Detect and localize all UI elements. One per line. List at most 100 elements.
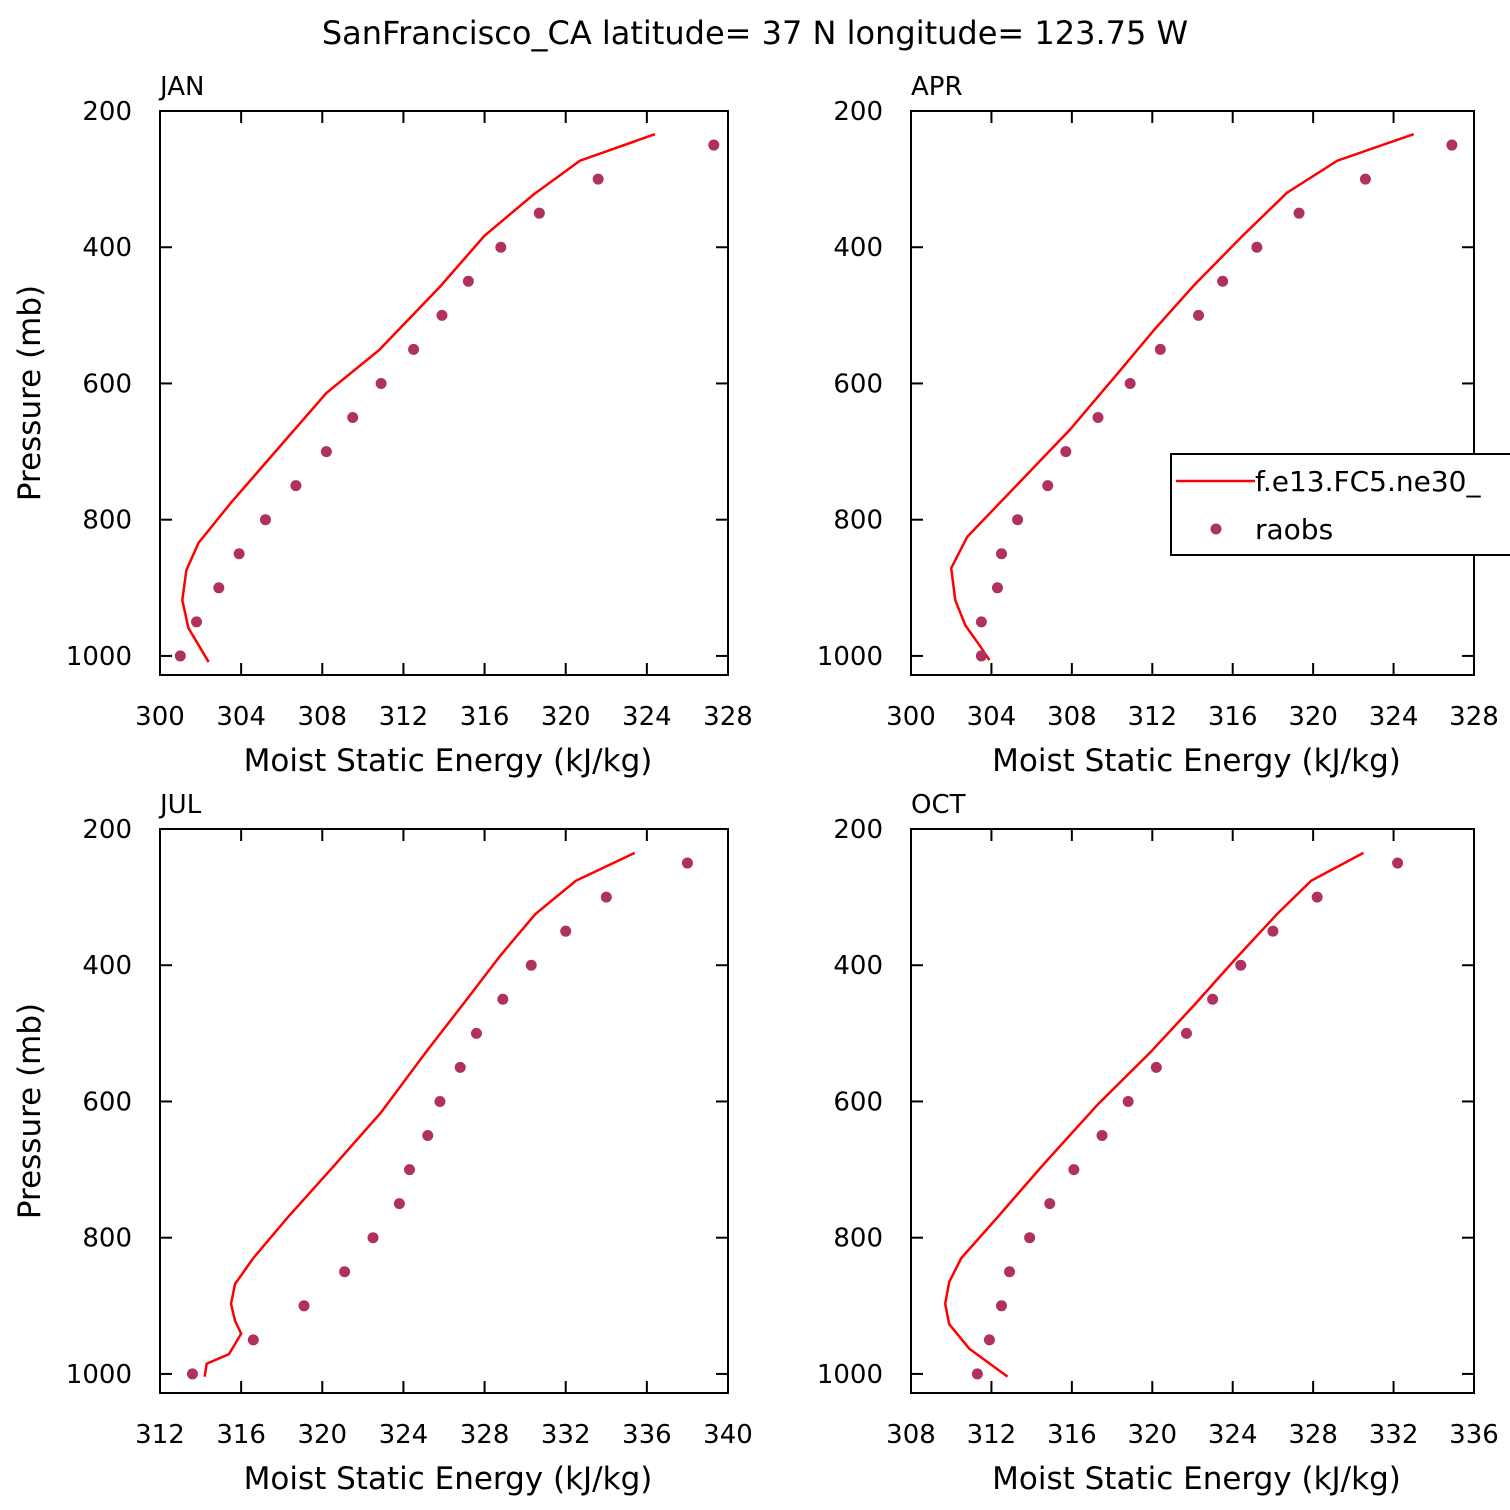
obs-dot xyxy=(1024,1232,1036,1244)
obs-dot xyxy=(995,1300,1007,1312)
y-tick-label: 400 xyxy=(833,951,883,981)
obs-dot xyxy=(436,309,448,321)
y-tick-label: 400 xyxy=(833,233,883,263)
obs-dot xyxy=(339,1266,351,1278)
figure-title: SanFrancisco_CA latitude= 37 N longitude… xyxy=(322,14,1188,52)
x-tick-label: 324 xyxy=(379,1420,429,1450)
obs-dot xyxy=(600,891,612,903)
x-tick-label: 316 xyxy=(1047,1420,1097,1450)
x-tick-label: 304 xyxy=(216,702,266,732)
plot-frame xyxy=(910,110,1475,676)
obs-dot xyxy=(975,616,987,628)
obs-dot xyxy=(560,925,572,937)
obs-dot xyxy=(191,616,203,628)
obs-dot xyxy=(462,275,474,287)
obs-dot xyxy=(1267,925,1279,937)
x-tick-label: 308 xyxy=(297,702,347,732)
x-tick-label: 336 xyxy=(622,1420,672,1450)
x-tick-label: 328 xyxy=(460,1420,510,1450)
obs-dot xyxy=(233,548,245,560)
obs-dot xyxy=(186,1368,198,1380)
x-tick-label: 328 xyxy=(1288,1420,1338,1450)
obs-dot xyxy=(1311,891,1323,903)
legend-dot xyxy=(1210,523,1222,535)
y-tick-label: 800 xyxy=(82,506,132,536)
model-line xyxy=(181,132,656,663)
y-tick-label: 800 xyxy=(82,1224,132,1254)
y-tick-label: 200 xyxy=(82,815,132,845)
x-tick-label: 332 xyxy=(541,1420,591,1450)
y-tick-label: 400 xyxy=(82,951,132,981)
x-tick-label: 336 xyxy=(1449,1420,1499,1450)
obs-dot xyxy=(975,650,987,662)
obs-dot xyxy=(1154,343,1166,355)
obs-dot xyxy=(1122,1095,1134,1107)
x-tick-label: 300 xyxy=(135,702,185,732)
x-tick-label: 308 xyxy=(886,1420,936,1450)
obs-dot xyxy=(1359,173,1371,185)
y-tick-label: 800 xyxy=(833,506,883,536)
obs-dot xyxy=(1217,275,1229,287)
legend-label: f.e13.FC5.ne30_ xyxy=(1255,465,1481,498)
obs-dot xyxy=(995,548,1007,560)
panel-title: JAN xyxy=(158,72,204,102)
plot-frame xyxy=(910,828,1475,1394)
y-tick-label: 600 xyxy=(82,369,132,399)
x-tick-label: 324 xyxy=(622,702,672,732)
obs-dot xyxy=(174,650,186,662)
x-axis-label: Moist Static Energy (kJ/kg) xyxy=(992,743,1401,779)
obs-dot xyxy=(422,1130,434,1142)
obs-dot xyxy=(1180,1027,1192,1039)
x-axis-label: Moist Static Energy (kJ/kg) xyxy=(992,1461,1401,1497)
panel: JAN 300 304 308 312 316 320 324 328 200 400 600 800 1… xyxy=(12,72,753,779)
obs-dot xyxy=(1044,1198,1056,1210)
y-tick-label: 800 xyxy=(833,1224,883,1254)
x-tick-label: 312 xyxy=(135,1420,185,1450)
x-tick-label: 308 xyxy=(1047,702,1097,732)
x-tick-label: 320 xyxy=(297,1420,347,1450)
obs-dot xyxy=(533,207,545,219)
x-tick-label: 340 xyxy=(703,1420,753,1450)
obs-dot xyxy=(1150,1061,1162,1073)
x-tick-label: 324 xyxy=(1208,1420,1258,1450)
y-tick-label: 200 xyxy=(833,97,883,127)
obs-dot xyxy=(1060,446,1072,458)
obs-dot xyxy=(1096,1130,1108,1142)
obs-dot xyxy=(408,343,420,355)
obs-dot xyxy=(525,959,537,971)
x-tick-label: 316 xyxy=(1208,702,1258,732)
obs-dot xyxy=(1193,309,1205,321)
y-tick-label: 600 xyxy=(82,1087,132,1117)
x-tick-label: 320 xyxy=(541,702,591,732)
obs-dot xyxy=(1293,207,1305,219)
obs-dot xyxy=(470,1027,482,1039)
obs-dot xyxy=(404,1164,416,1176)
obs-dot xyxy=(495,241,507,253)
x-tick-label: 320 xyxy=(1288,702,1338,732)
obs-dot xyxy=(1251,241,1263,253)
model-line xyxy=(943,851,1364,1378)
panel: OCT 308 312 316 320 324 328 332 336 200 400 600 800 1… xyxy=(817,790,1499,1497)
obs-dot xyxy=(259,514,271,526)
x-tick-label: 320 xyxy=(1127,1420,1177,1450)
obs-dot xyxy=(434,1095,446,1107)
y-tick-label: 1000 xyxy=(66,642,132,672)
x-tick-label: 328 xyxy=(703,702,753,732)
obs-dot xyxy=(320,446,332,458)
panel-title: APR xyxy=(911,72,963,102)
panel: JUL 312 316 320 324 328 332 336 340 200 400 600 800 1… xyxy=(12,790,753,1497)
legend-label: raobs xyxy=(1255,513,1333,546)
obs-dot xyxy=(971,1368,983,1380)
x-tick-label: 332 xyxy=(1369,1420,1419,1450)
x-tick-label: 300 xyxy=(886,702,936,732)
obs-dot xyxy=(1392,857,1404,869)
y-tick-label: 200 xyxy=(833,815,883,845)
x-tick-label: 324 xyxy=(1369,702,1419,732)
obs-dot xyxy=(1207,993,1219,1005)
y-tick-label: 600 xyxy=(833,1087,883,1117)
obs-dot xyxy=(1042,480,1054,492)
obs-dot xyxy=(247,1334,259,1346)
x-axis-label: Moist Static Energy (kJ/kg) xyxy=(244,1461,653,1497)
panel-title: OCT xyxy=(911,790,966,820)
